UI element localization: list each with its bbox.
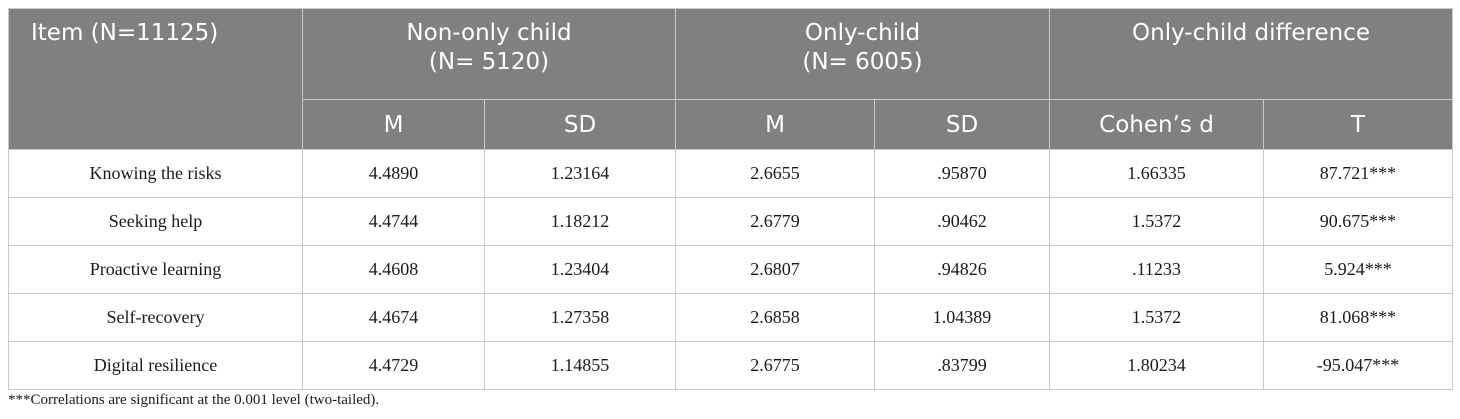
table-cell: .90462 (874, 197, 1050, 246)
non-only-child-label: Non-only child (406, 20, 572, 46)
col-header-sd-only: SD (874, 99, 1050, 150)
non-only-child-header: Non-only child (N= 5120) (302, 8, 676, 100)
table-cell: 1.5372 (1049, 197, 1264, 246)
table-cell: 1.04389 (874, 293, 1050, 342)
table-cell: 4.4608 (302, 245, 485, 294)
only-child-label: Only-child (804, 20, 921, 46)
table-cell: 1.27358 (484, 293, 676, 342)
table-row: Seeking help 4.4744 1.18212 2.6779 .9046… (8, 197, 1454, 246)
header-row-groups: Item (N=11125) Non-only child (N= 5120) … (8, 8, 1454, 150)
row-label: Seeking help (8, 197, 303, 246)
col-header-m-only: M (675, 99, 875, 150)
table-row: Self-recovery 4.4674 1.27358 2.6858 1.04… (8, 293, 1454, 342)
table-cell: -95.047*** (1262, 341, 1454, 390)
table-cell: 4.4674 (302, 293, 485, 342)
col-header-m-non-only: M (302, 99, 485, 150)
col-header-cohens-d: Cohen’s d (1049, 99, 1264, 150)
table-row: Proactive learning 4.4608 1.23404 2.6807… (8, 245, 1454, 294)
table-cell: 81.068*** (1262, 293, 1454, 342)
table-cell: 5.924*** (1262, 245, 1454, 294)
row-label: Self-recovery (8, 293, 303, 342)
table-cell: 90.675*** (1262, 197, 1454, 246)
table-cell: 1.80234 (1049, 341, 1264, 390)
table-cell: 4.4890 (302, 149, 485, 198)
table-cell: 2.6858 (675, 293, 875, 342)
col-header-t: T (1262, 99, 1454, 150)
table-cell: .11233 (1049, 245, 1264, 294)
table-cell: 4.4744 (302, 197, 485, 246)
only-child-n: (N= 6005) (802, 49, 923, 75)
results-table: Item (N=11125) Non-only child (N= 5120) … (8, 8, 1454, 390)
col-header-sd-non-only: SD (484, 99, 676, 150)
table-cell: 1.23164 (484, 149, 676, 198)
table-cell: 2.6655 (675, 149, 875, 198)
header-row-stats: M SD M SD Cohen’s d T (9, 99, 1454, 150)
only-child-header: Only-child (N= 6005) (675, 8, 1050, 100)
table-row: Knowing the risks 4.4890 1.23164 2.6655 … (8, 149, 1454, 198)
table-cell: .95870 (874, 149, 1050, 198)
table-row: Digital resilience 4.4729 1.14855 2.6775… (8, 341, 1454, 390)
table-cell: 2.6807 (675, 245, 875, 294)
table-cell: 1.18212 (484, 197, 676, 246)
table-cell: 1.5372 (1049, 293, 1264, 342)
item-header: Item (N=11125) (8, 8, 303, 150)
row-label: Digital resilience (8, 341, 303, 390)
table-cell: 87.721*** (1262, 149, 1454, 198)
table-footnote: ***Correlations are significant at the 0… (8, 392, 380, 408)
table-cell: .83799 (874, 341, 1050, 390)
table-cell: 2.6779 (675, 197, 875, 246)
table-cell: 1.66335 (1049, 149, 1264, 198)
table-cell: 1.23404 (484, 245, 676, 294)
table-cell: 2.6775 (675, 341, 875, 390)
difference-header: Only-child difference (1048, 8, 1454, 100)
table-cell: 1.14855 (484, 341, 676, 390)
table-cell: 4.4729 (302, 341, 485, 390)
row-label: Proactive learning (8, 245, 303, 294)
table-cell: .94826 (874, 245, 1050, 294)
non-only-child-n: (N= 5120) (428, 49, 550, 75)
row-label: Knowing the risks (8, 149, 303, 198)
